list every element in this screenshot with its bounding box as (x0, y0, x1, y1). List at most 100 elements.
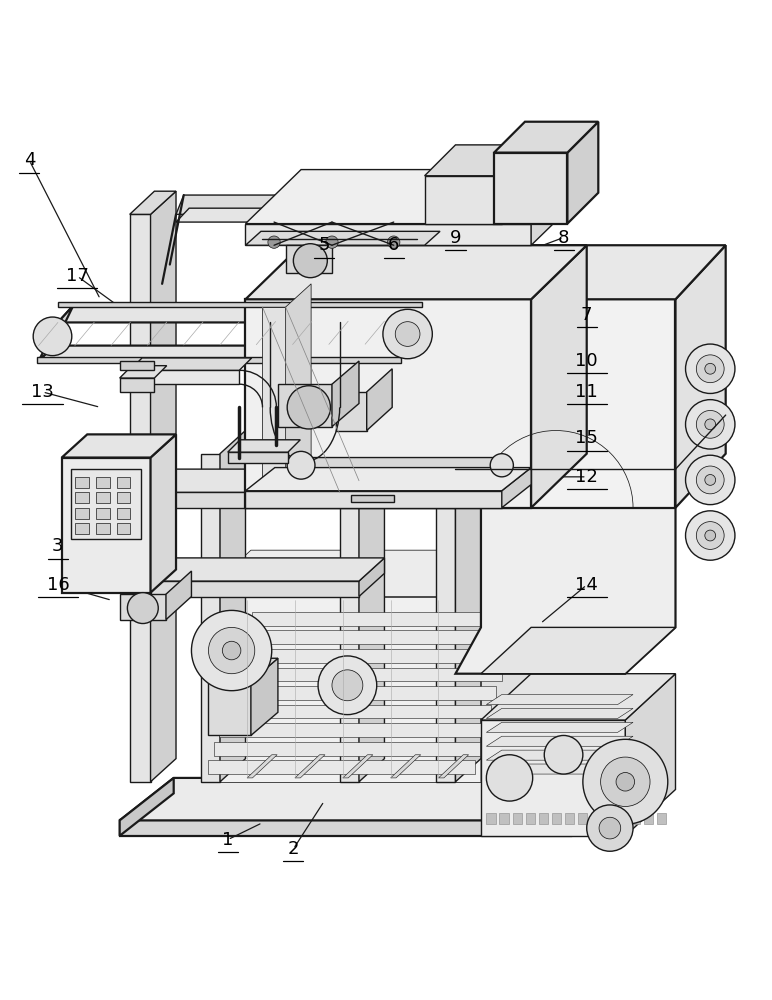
Polygon shape (235, 668, 502, 681)
Polygon shape (245, 170, 587, 224)
Polygon shape (481, 720, 625, 836)
Circle shape (686, 511, 735, 560)
Circle shape (127, 593, 158, 624)
Circle shape (686, 455, 735, 505)
Polygon shape (455, 245, 726, 299)
Text: 15: 15 (575, 429, 598, 447)
Circle shape (486, 755, 533, 801)
Polygon shape (455, 469, 481, 508)
Polygon shape (245, 468, 531, 491)
Polygon shape (486, 750, 633, 760)
Polygon shape (531, 170, 587, 245)
Polygon shape (208, 658, 278, 681)
Polygon shape (62, 458, 151, 593)
Polygon shape (130, 214, 151, 782)
Polygon shape (37, 357, 401, 363)
Polygon shape (455, 469, 676, 674)
Polygon shape (438, 755, 469, 778)
Text: 16: 16 (46, 576, 69, 594)
Polygon shape (359, 558, 384, 596)
Polygon shape (228, 440, 300, 452)
Polygon shape (625, 674, 676, 836)
Polygon shape (62, 434, 176, 458)
Circle shape (287, 451, 315, 479)
Polygon shape (301, 458, 506, 473)
Polygon shape (481, 627, 676, 674)
Polygon shape (225, 705, 491, 718)
Polygon shape (367, 369, 392, 431)
Polygon shape (71, 469, 141, 539)
Polygon shape (295, 755, 325, 778)
Polygon shape (214, 742, 480, 756)
Polygon shape (96, 492, 110, 503)
Polygon shape (130, 469, 481, 492)
Circle shape (268, 236, 280, 248)
Circle shape (705, 363, 716, 374)
Polygon shape (75, 508, 89, 519)
Circle shape (383, 309, 432, 359)
Text: 14: 14 (575, 576, 598, 594)
Circle shape (208, 627, 255, 674)
Polygon shape (201, 550, 531, 596)
Polygon shape (176, 208, 434, 222)
Polygon shape (351, 495, 394, 502)
Polygon shape (208, 681, 251, 735)
Polygon shape (208, 760, 475, 774)
Polygon shape (176, 195, 278, 214)
Polygon shape (246, 630, 513, 644)
Polygon shape (526, 813, 535, 824)
Polygon shape (401, 305, 436, 361)
Polygon shape (130, 370, 239, 384)
Circle shape (326, 236, 338, 248)
Circle shape (686, 344, 735, 393)
Polygon shape (219, 723, 486, 737)
Polygon shape (245, 245, 587, 299)
Polygon shape (75, 492, 89, 503)
Text: 11: 11 (575, 383, 598, 401)
Circle shape (490, 454, 513, 477)
Polygon shape (436, 469, 455, 782)
Polygon shape (120, 820, 571, 836)
Polygon shape (151, 434, 176, 593)
Polygon shape (278, 384, 332, 427)
Polygon shape (359, 446, 384, 782)
Circle shape (587, 805, 633, 851)
Text: 13: 13 (31, 383, 54, 401)
Polygon shape (332, 361, 359, 427)
Polygon shape (220, 431, 245, 782)
Polygon shape (676, 245, 726, 508)
Circle shape (332, 670, 363, 701)
Polygon shape (245, 224, 531, 245)
Polygon shape (340, 469, 359, 782)
Polygon shape (494, 153, 567, 224)
Polygon shape (578, 813, 587, 824)
Polygon shape (130, 358, 252, 370)
Polygon shape (120, 361, 154, 370)
Text: 1: 1 (222, 831, 233, 849)
Polygon shape (252, 612, 518, 626)
Polygon shape (241, 649, 507, 663)
Text: 3: 3 (52, 537, 63, 555)
Text: 12: 12 (575, 468, 598, 486)
Polygon shape (539, 813, 548, 824)
Polygon shape (644, 813, 653, 824)
Text: 4: 4 (24, 151, 35, 169)
Polygon shape (425, 145, 533, 176)
Polygon shape (286, 245, 332, 273)
Text: 6: 6 (388, 236, 399, 254)
Polygon shape (486, 695, 633, 705)
Polygon shape (604, 813, 614, 824)
Polygon shape (245, 491, 502, 508)
Polygon shape (120, 778, 174, 836)
Text: 9: 9 (450, 229, 461, 247)
Polygon shape (336, 392, 367, 431)
Polygon shape (455, 299, 676, 508)
Circle shape (705, 530, 716, 541)
Polygon shape (58, 302, 422, 307)
Circle shape (696, 410, 724, 438)
Circle shape (705, 419, 716, 430)
Circle shape (33, 317, 72, 356)
Polygon shape (130, 558, 384, 581)
Polygon shape (247, 755, 277, 778)
Text: 7: 7 (581, 306, 592, 324)
